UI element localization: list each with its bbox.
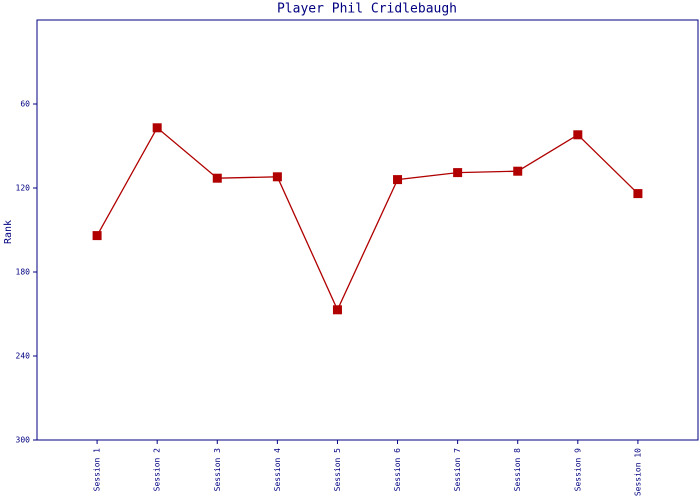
x-tick-label: Session 1 xyxy=(93,448,102,492)
x-tick-label: Session 9 xyxy=(573,448,582,492)
x-tick-label: Session 8 xyxy=(513,448,522,492)
x-tick-label: Session 5 xyxy=(333,448,342,492)
x-tick-label: Session 10 xyxy=(633,448,642,496)
plot-frame xyxy=(36,19,699,441)
point-marker xyxy=(573,130,583,140)
x-tick-label: Session 6 xyxy=(393,448,402,492)
y-tick-label: 180 xyxy=(16,268,31,277)
point-marker xyxy=(633,189,643,199)
chart-title: Player Phil Cridlebaugh xyxy=(277,2,457,17)
x-tick-label: Session 7 xyxy=(453,448,462,492)
x-tick-label: Session 2 xyxy=(153,448,162,492)
point-marker xyxy=(453,168,463,178)
y-tick-label: 60 xyxy=(20,100,30,109)
point-marker xyxy=(393,175,403,185)
y-tick-label: 120 xyxy=(16,184,31,193)
x-tick-label: Session 4 xyxy=(273,448,282,492)
point-marker xyxy=(152,123,162,133)
series-line xyxy=(96,126,639,312)
point-marker xyxy=(513,166,523,176)
x-tick-label: Session 3 xyxy=(213,448,222,492)
point-marker xyxy=(332,305,342,315)
y-tick-label: 300 xyxy=(16,436,31,445)
point-marker xyxy=(92,231,102,241)
point-marker xyxy=(272,172,282,182)
y-tick-label: 240 xyxy=(16,352,31,361)
y-axis-label: Rank xyxy=(3,220,14,244)
point-marker xyxy=(212,173,222,183)
